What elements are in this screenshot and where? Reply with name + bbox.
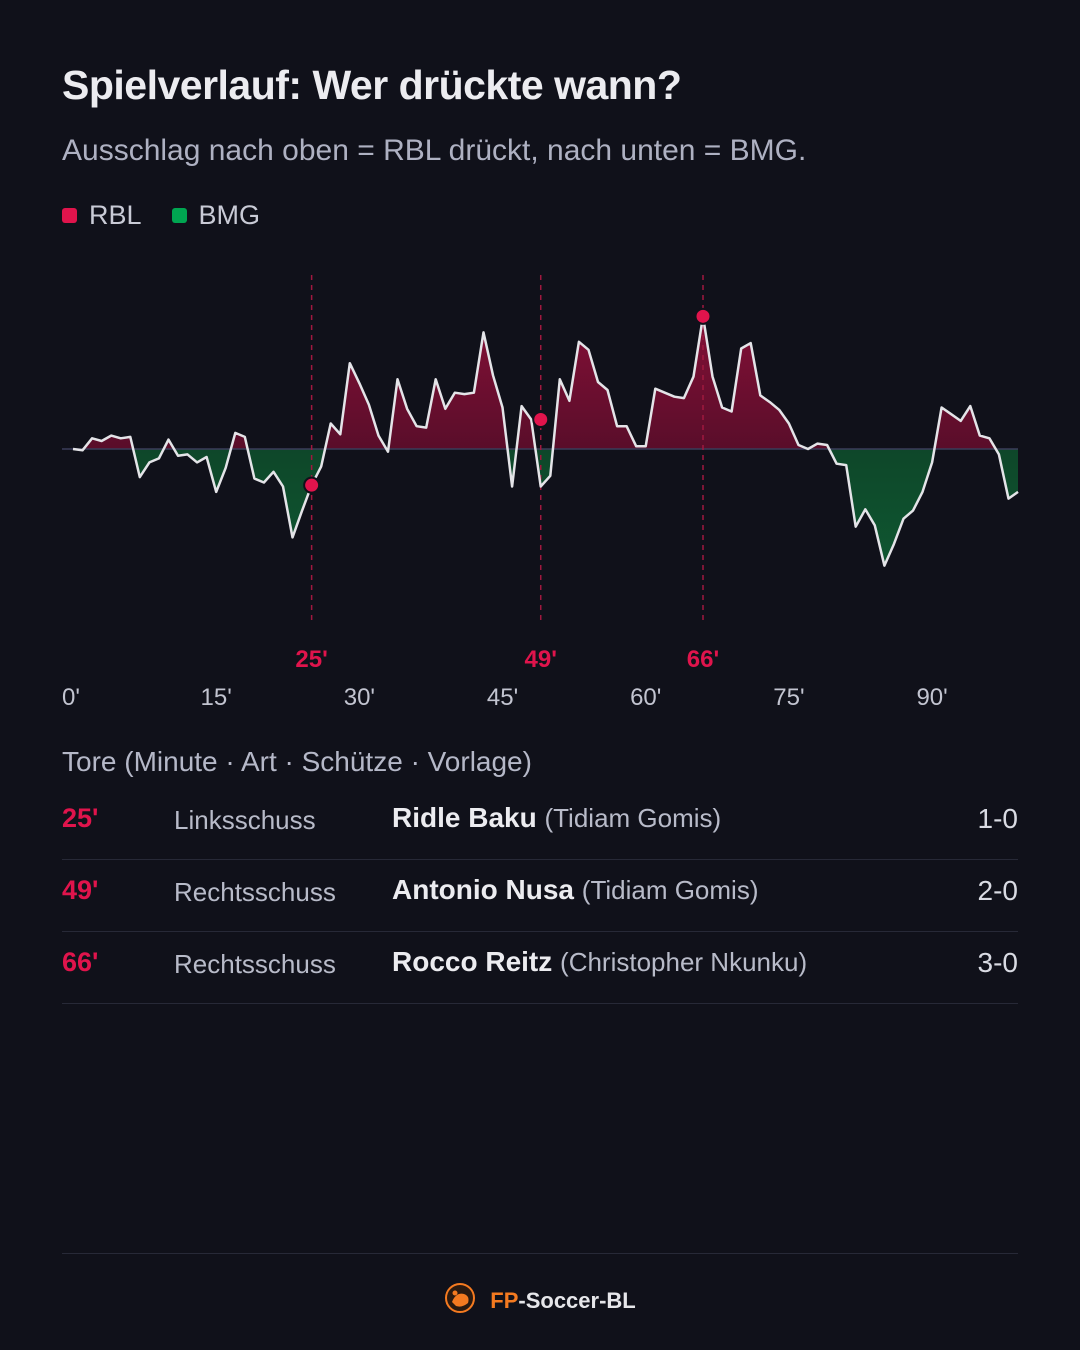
chart-subtitle: Ausschlag nach oben = RBL drückt, nach u… [62, 134, 807, 167]
x-tick-label: 0' [62, 684, 80, 711]
legend: RBL BMG [62, 200, 290, 231]
footer-brand: FP -Soccer-BL [0, 1282, 1080, 1320]
legend-item-rbl: RBL [62, 200, 142, 231]
goal-who: Rocco Reitz (Christopher Nkunku) [392, 946, 807, 978]
footer-divider [62, 1253, 1018, 1254]
goal-row: 66' Rechtsschuss Rocco Reitz (Christophe… [62, 932, 1018, 1004]
x-tick-label: 60' [630, 684, 661, 711]
rbl-pressure-area [73, 316, 1018, 449]
goal-marker-dot [303, 476, 321, 494]
goal-type: Rechtsschuss [174, 877, 336, 907]
goal-score: 1-0 [977, 803, 1018, 834]
goal-who: Ridle Baku (Tidiam Gomis) [392, 802, 721, 834]
legend-label-bmg: BMG [198, 200, 261, 230]
goal-assist: (Christopher Nkunku) [560, 947, 808, 977]
momentum-chart: 25' 49' 66' 0' 15' 30' 45' 60' 75' 90' [62, 275, 1019, 711]
goal-marker-dot [532, 411, 550, 429]
brand-accent: FP [490, 1288, 519, 1313]
goal-minute-label: 66' [687, 646, 719, 673]
goal-score: 2-0 [977, 875, 1018, 906]
x-tick-label: 45' [487, 684, 518, 711]
goal-scorer: Ridle Baku [392, 802, 537, 833]
goal-minute: 66' [62, 947, 99, 977]
goal-assist: (Tidiam Gomis) [544, 803, 722, 833]
chart-title: Spielverlauf: Wer drückte wann? [62, 62, 682, 108]
x-tick-label: 15' [201, 684, 232, 711]
legend-label-rbl: RBL [89, 200, 142, 230]
legend-swatch-bmg [171, 208, 187, 223]
goals-heading: Tore (Minute · Art · Schütze · Vorlage) [62, 746, 532, 777]
goal-scorer: Rocco Reitz [392, 946, 553, 977]
momentum-line [72, 315, 1019, 567]
legend-item-bmg: BMG [171, 200, 261, 231]
legend-swatch-rbl [62, 208, 77, 223]
x-tick-label: 30' [344, 684, 375, 711]
goal-score: 3-0 [977, 947, 1018, 978]
goal-type: Rechtsschuss [174, 949, 336, 979]
goals-table: 25' Linksschuss Ridle Baku (Tidiam Gomis… [62, 788, 1018, 1004]
x-tick-label: 90' [916, 684, 947, 711]
x-tick-label: 75' [773, 684, 804, 711]
goal-who: Antonio Nusa (Tidiam Gomis) [392, 874, 759, 906]
goal-type: Linksschuss [174, 805, 316, 835]
goal-assist: (Tidiam Gomis) [581, 875, 759, 905]
goal-row: 49' Rechtsschuss Antonio Nusa (Tidiam Go… [62, 860, 1018, 932]
football-club-logo-icon [444, 1282, 476, 1320]
brand-name: -Soccer-BL [518, 1288, 636, 1313]
goal-marker-dot [694, 307, 712, 325]
goal-minute: 25' [62, 803, 99, 833]
goal-minute-label: 25' [295, 646, 327, 673]
goal-scorer: Antonio Nusa [392, 874, 574, 905]
goal-minute-label: 49' [525, 646, 557, 673]
goal-row: 25' Linksschuss Ridle Baku (Tidiam Gomis… [62, 788, 1018, 860]
goal-minute: 49' [62, 875, 99, 905]
